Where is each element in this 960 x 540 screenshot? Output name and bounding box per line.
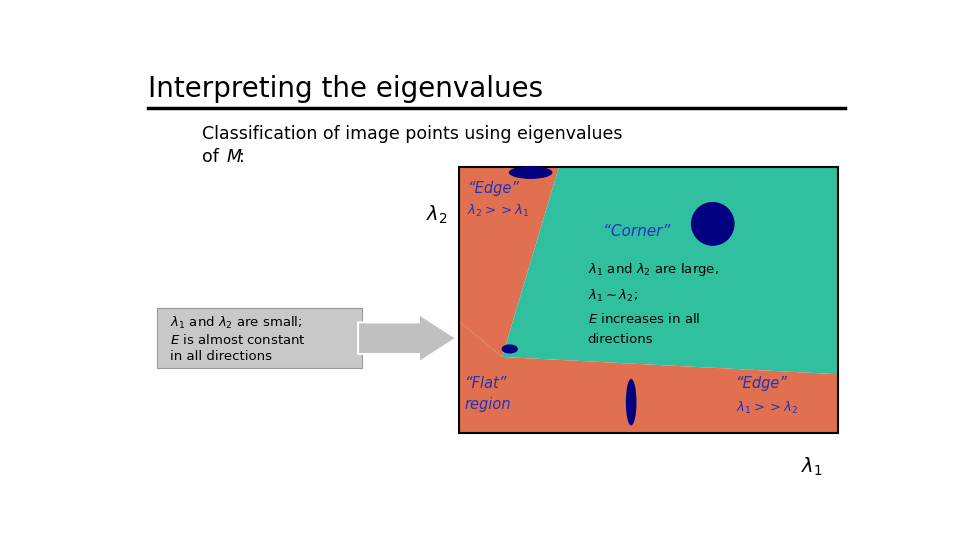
Text: “Corner”: “Corner” xyxy=(603,224,670,239)
Text: $\lambda_1 \sim \lambda_2$;: $\lambda_1 \sim \lambda_2$; xyxy=(588,288,637,304)
Circle shape xyxy=(501,345,518,354)
Polygon shape xyxy=(358,314,456,362)
Text: $\lambda_1$ and $\lambda_2$ are small;: $\lambda_1$ and $\lambda_2$ are small; xyxy=(170,315,302,331)
Ellipse shape xyxy=(626,379,636,426)
Ellipse shape xyxy=(691,202,734,246)
Text: “Edge”: “Edge” xyxy=(468,181,519,197)
FancyBboxPatch shape xyxy=(157,308,362,368)
Text: of: of xyxy=(202,148,225,166)
Text: $\lambda_2 >> \lambda_1$: $\lambda_2 >> \lambda_1$ xyxy=(468,202,530,219)
Text: Interpreting the eigenvalues: Interpreting the eigenvalues xyxy=(148,75,543,103)
Text: $E$ is almost constant: $E$ is almost constant xyxy=(170,333,305,347)
Text: in all directions: in all directions xyxy=(170,350,272,363)
Text: $\lambda_2$: $\lambda_2$ xyxy=(425,204,447,226)
Text: :: : xyxy=(239,148,245,166)
Polygon shape xyxy=(459,321,838,433)
Text: Classification of image points using eigenvalues: Classification of image points using eig… xyxy=(202,125,622,143)
Text: $E$ increases in all: $E$ increases in all xyxy=(588,312,700,326)
Polygon shape xyxy=(502,167,838,374)
Ellipse shape xyxy=(509,166,552,179)
Text: $\lambda_1$: $\lambda_1$ xyxy=(801,456,823,478)
Polygon shape xyxy=(459,321,502,433)
Text: directions: directions xyxy=(588,333,653,346)
Text: $\lambda_1 >> \lambda_2$: $\lambda_1 >> \lambda_2$ xyxy=(735,400,798,416)
Text: “Edge”: “Edge” xyxy=(735,375,787,390)
Text: region: region xyxy=(465,397,511,412)
Text: M: M xyxy=(227,148,241,166)
Bar xyxy=(459,167,838,433)
Text: “Flat”: “Flat” xyxy=(465,375,507,390)
Polygon shape xyxy=(459,167,559,357)
Text: $\lambda_1$ and $\lambda_2$ are large,: $\lambda_1$ and $\lambda_2$ are large, xyxy=(588,261,718,278)
